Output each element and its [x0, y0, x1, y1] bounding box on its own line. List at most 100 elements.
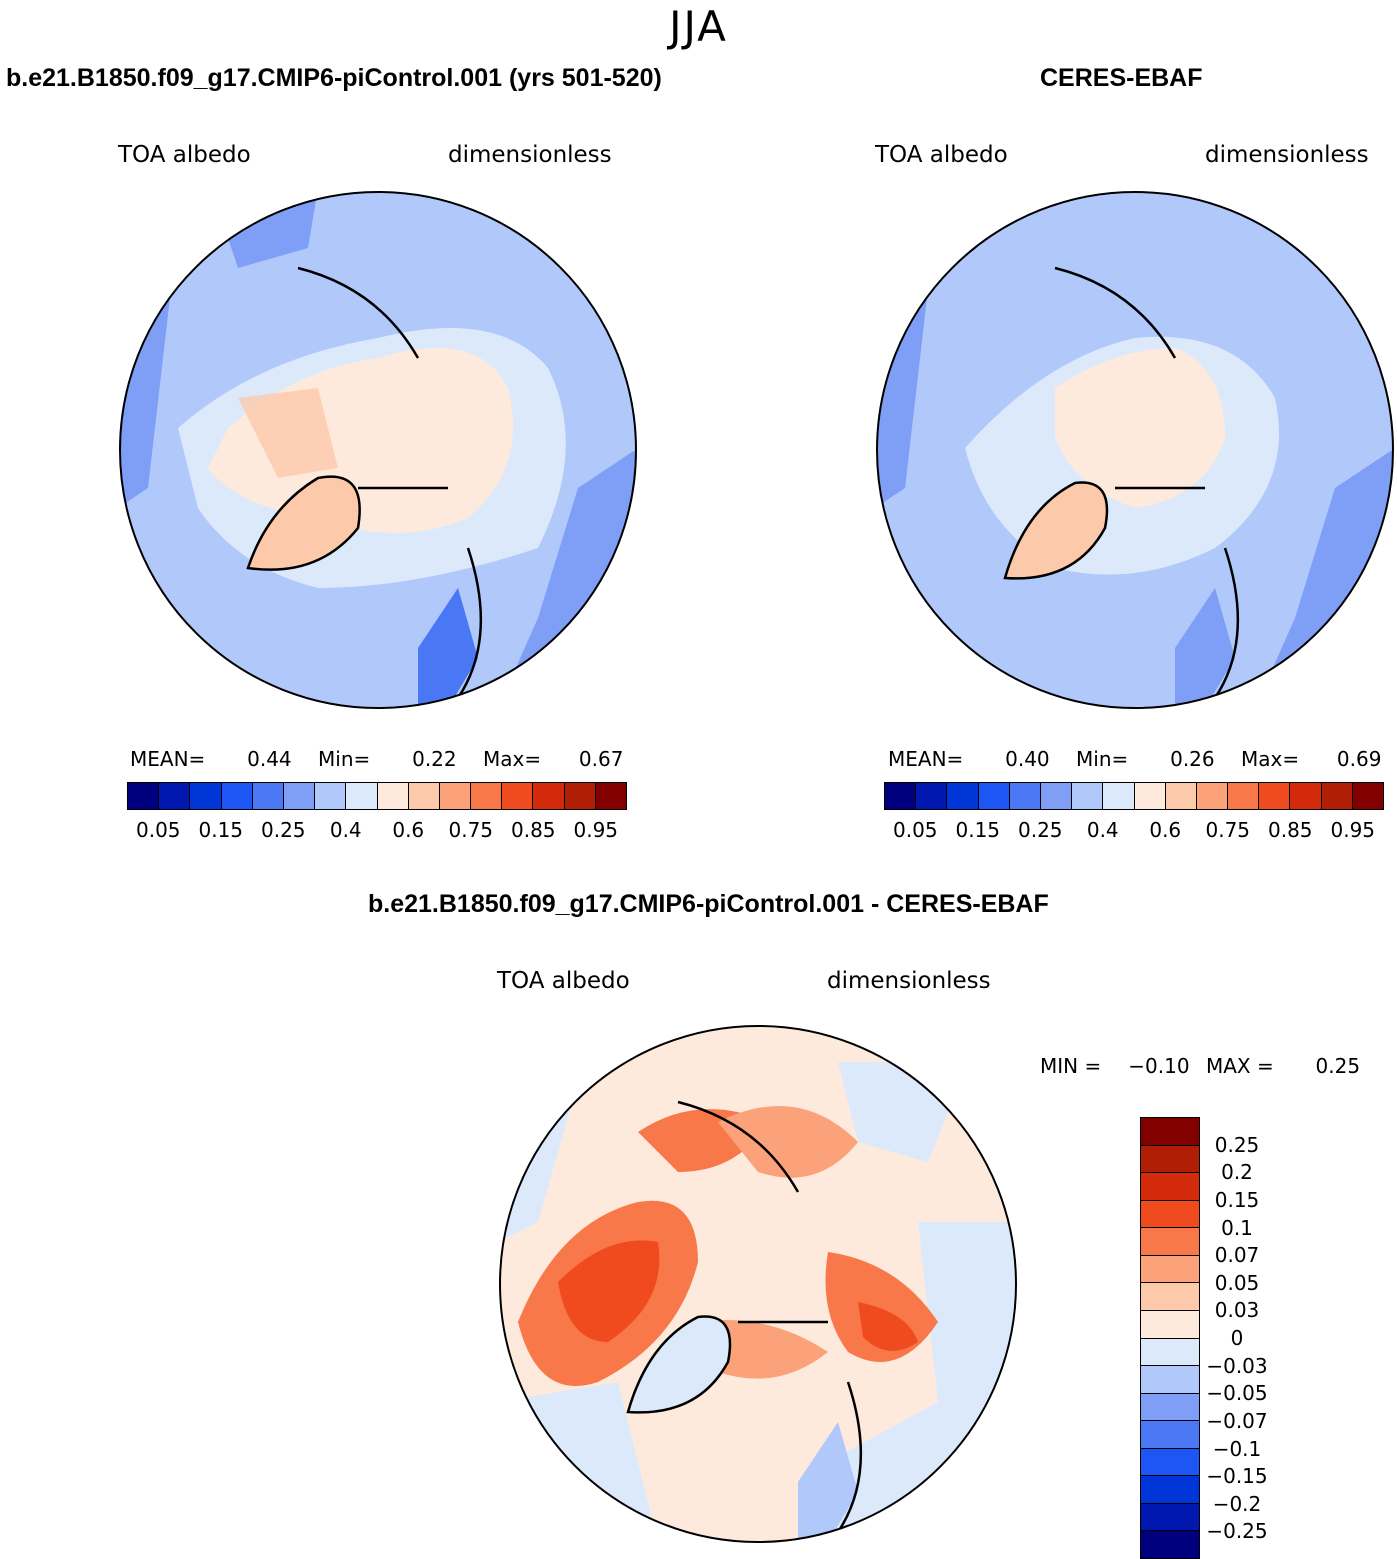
colorbar-swatch	[283, 783, 316, 809]
colorbar-tick-label: 0.25	[260, 818, 306, 842]
colorbar-swatch	[1259, 783, 1291, 809]
colorbar-swatch	[1290, 783, 1322, 809]
colorbar-swatch	[190, 783, 222, 809]
colorbar-tick-label: 0.85	[1267, 818, 1313, 842]
colorbar-tick-label: 0.25	[1214, 1132, 1260, 1157]
colorbar-swatch	[1141, 1200, 1199, 1229]
colorbar-swatch	[1141, 1255, 1199, 1284]
colorbar-swatch	[1141, 1145, 1199, 1174]
colorbar-tick-label: 0.1	[1221, 1215, 1253, 1240]
colorbar-swatch	[1141, 1338, 1199, 1367]
colorbar-swatch	[1072, 783, 1104, 809]
max-value: 0.67	[578, 747, 624, 771]
units-label-model: dimensionless	[448, 142, 612, 168]
colorbar-swatch	[1165, 783, 1197, 809]
stats-model: MEAN= 0.44 Min= 0.22 Max= 0.67	[130, 747, 623, 771]
panel-title-obs: CERES-EBAF	[1040, 64, 1203, 92]
colorbar-swatch	[128, 783, 160, 809]
mean-label: MEAN=	[888, 747, 964, 771]
polar-map-model	[119, 191, 637, 709]
colorbar-tick-label: 0.95	[573, 818, 619, 842]
min-value: 0.22	[412, 747, 457, 771]
colorbar-tick-label: 0.4	[1086, 818, 1119, 842]
colorbar-tick-label: 0.05	[135, 818, 181, 842]
colorbar-swatch	[1141, 1283, 1199, 1311]
max-value: 0.69	[1336, 747, 1382, 771]
colorbar-tick-label: 0.25	[1017, 818, 1063, 842]
colorbar-swatch	[1103, 783, 1135, 809]
colorbar-tick-label: 0.03	[1214, 1298, 1260, 1323]
colorbar-tick-label: −0.05	[1206, 1381, 1268, 1406]
colorbar-tick-label: 0.85	[510, 818, 556, 842]
colorbar-swatch	[533, 783, 565, 809]
colorbar-tick-label: 0.75	[1205, 818, 1251, 842]
max-label: Max=	[482, 747, 542, 771]
colorbar-swatch	[1352, 783, 1383, 809]
panel-title-diff: b.e21.B1850.f09_g17.CMIP6-piControl.001 …	[368, 890, 1049, 918]
colorbar-diff	[1140, 1117, 1200, 1559]
colorbar-swatch	[1196, 783, 1229, 809]
colorbar-swatch	[916, 783, 948, 809]
colorbar-swatch	[978, 783, 1010, 809]
colorbar-swatch	[1321, 783, 1353, 809]
panel-title-model: b.e21.B1850.f09_g17.CMIP6-piControl.001 …	[6, 64, 662, 92]
colorbar-tick-label: 0.15	[955, 818, 1001, 842]
colorbar-tick-label: −0.1	[1212, 1436, 1262, 1461]
colorbar-model	[127, 782, 627, 810]
colorbar-ticks-model: 0.05 0.15 0.25 0.4 0.6 0.75 0.85 0.95	[127, 818, 627, 844]
mean-value: 0.40	[1005, 747, 1050, 771]
colorbar-swatch	[471, 783, 503, 809]
polar-map-obs	[876, 191, 1394, 709]
max-label: MAX =	[1205, 1054, 1274, 1078]
colorbar-tick-label: 0.15	[198, 818, 244, 842]
colorbar-swatch	[1134, 783, 1166, 809]
colorbar-swatch	[1141, 1310, 1199, 1339]
main-title: JJA	[669, 2, 728, 51]
colorbar-tick-label: 0	[1230, 1326, 1244, 1350]
min-label: Min=	[1076, 747, 1129, 771]
colorbar-swatch	[502, 783, 534, 809]
min-label: Min=	[318, 747, 371, 771]
colorbar-swatch	[1141, 1173, 1199, 1201]
colorbar-swatch	[595, 783, 626, 809]
colorbar-ticks-obs: 0.05 0.15 0.25 0.4 0.6 0.75 0.85 0.95	[884, 818, 1384, 844]
colorbar-swatch	[1040, 783, 1073, 809]
variable-label-obs: TOA albedo	[875, 142, 1008, 168]
colorbar-swatch	[315, 783, 347, 809]
colorbar-swatch	[1141, 1366, 1199, 1394]
colorbar-swatch	[1141, 1118, 1199, 1146]
colorbar-tick-label: 0.6	[1149, 818, 1182, 842]
colorbar-swatch	[1141, 1421, 1199, 1449]
colorbar-swatch	[1228, 783, 1260, 809]
colorbar-tick-label: 0.4	[329, 818, 362, 842]
min-value: 0.26	[1170, 747, 1215, 771]
min-value: −0.10	[1128, 1054, 1190, 1078]
colorbar-tick-label: 0.75	[448, 818, 494, 842]
variable-label-diff: TOA albedo	[497, 968, 630, 994]
colorbar-tick-label: 0.05	[1214, 1270, 1260, 1295]
colorbar-swatch	[1141, 1476, 1199, 1504]
colorbar-tick-label: 0.07	[1214, 1243, 1260, 1268]
colorbar-tick-label: −0.15	[1206, 1464, 1268, 1489]
colorbar-swatch	[439, 783, 472, 809]
colorbar-tick-label: −0.07	[1206, 1408, 1268, 1433]
colorbar-tick-label: −0.25	[1206, 1519, 1268, 1544]
colorbar-swatch	[1141, 1503, 1199, 1532]
colorbar-swatch	[252, 783, 284, 809]
colorbar-swatch	[1141, 1531, 1199, 1558]
colorbar-swatch	[1009, 783, 1041, 809]
mean-value: 0.44	[247, 747, 292, 771]
colorbar-swatch	[947, 783, 979, 809]
stats-diff: MIN = −0.10 MAX = 0.25	[1040, 1054, 1360, 1078]
colorbar-swatch	[346, 783, 378, 809]
colorbar-tick-label: −0.2	[1212, 1491, 1262, 1516]
colorbar-ticks-diff: 0.25 0.2 0.15 0.1 0.07 0.05 0.03 0 −0.03 −0.05 −0.…	[1206, 1117, 1306, 1559]
colorbar-swatch	[408, 783, 440, 809]
colorbar-tick-label: 0.95	[1330, 818, 1376, 842]
units-label-obs: dimensionless	[1205, 142, 1369, 168]
max-label: Max=	[1240, 747, 1300, 771]
colorbar-swatch	[885, 783, 917, 809]
colorbar-tick-label: 0.6	[392, 818, 425, 842]
colorbar-swatch	[1141, 1448, 1199, 1477]
max-value: 0.25	[1315, 1054, 1361, 1078]
